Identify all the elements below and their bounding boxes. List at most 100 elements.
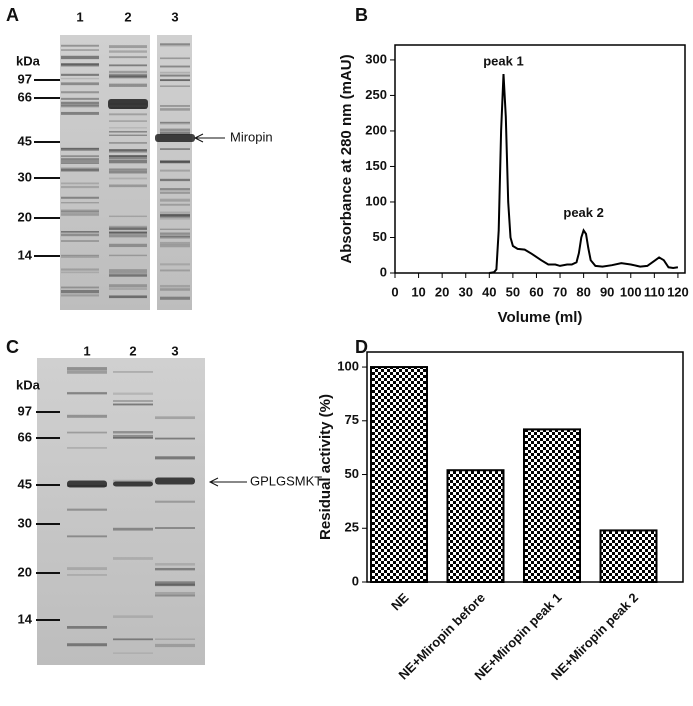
gel-band [61, 214, 99, 217]
gel-band [160, 43, 190, 46]
gel [37, 358, 205, 665]
marker-label: 20 [18, 564, 32, 579]
gel-band [61, 254, 99, 257]
y-tick-label: 100 [337, 358, 359, 373]
gel-band [109, 170, 147, 174]
gel-band [61, 196, 99, 199]
gel-band [160, 121, 190, 124]
annotation: peak 2 [563, 205, 603, 220]
gel-band [61, 159, 99, 163]
bar [446, 469, 505, 584]
gel-band [160, 148, 190, 150]
gel-band [108, 99, 148, 109]
gel-band [160, 284, 190, 288]
gel-band [109, 234, 147, 238]
gel-band [160, 43, 190, 47]
gel-band [160, 244, 190, 248]
y-axis-title: Residual activity (%) [317, 394, 334, 540]
gel-band [61, 209, 99, 211]
gel-band [61, 210, 99, 212]
gel-band [160, 288, 190, 291]
lane-label: 2 [129, 343, 136, 358]
arrow-head [208, 477, 219, 487]
marker-label: 66 [18, 89, 32, 104]
gel-band [109, 274, 147, 277]
gel-band [61, 230, 99, 233]
gel-band [113, 557, 153, 560]
gel-band [61, 97, 99, 100]
gel-band [61, 162, 99, 164]
gel-band [160, 232, 190, 235]
gel-band [155, 594, 195, 597]
annotation: GPLGSMKT [250, 473, 322, 488]
gel-band [160, 199, 190, 202]
gel-band [160, 105, 190, 107]
gel-band [109, 148, 147, 152]
gel-band [155, 477, 195, 485]
y-tick-label: 50 [373, 229, 387, 244]
gel-band [160, 65, 190, 68]
gel-band [61, 157, 99, 160]
gel-band [109, 120, 147, 122]
gel-band [155, 584, 195, 586]
y-tick-label: 200 [365, 122, 387, 137]
y-tick-label: 75 [345, 412, 359, 427]
gel-band [109, 274, 147, 277]
gel-band [155, 583, 195, 587]
gel-band [61, 168, 99, 171]
gel-band [109, 70, 147, 74]
gel-band [155, 581, 195, 585]
gel-band [160, 160, 190, 163]
x-tick-label: 60 [529, 284, 543, 299]
gel-band [113, 431, 153, 434]
x-tick-label: 50 [506, 284, 520, 299]
gel-band [109, 225, 147, 229]
x-tick-label: 10 [411, 284, 425, 299]
panel-label: A [6, 5, 19, 25]
gel-band [160, 213, 190, 218]
marker-label: 20 [18, 209, 32, 224]
gel-band [160, 236, 190, 238]
gel-band [160, 214, 190, 217]
gel-band [160, 203, 190, 206]
annotation: Miropin [230, 129, 273, 144]
gel-band [109, 45, 147, 49]
gel-band [109, 231, 147, 234]
gel-band [160, 121, 190, 125]
y-axis-title: Absorbance at 280 nm (mAU) [338, 54, 355, 263]
gel-band [67, 392, 107, 395]
gel-band [67, 626, 107, 629]
gel [60, 35, 150, 310]
gel-band [109, 184, 147, 188]
gel-band [113, 392, 153, 395]
y-tick-label: 0 [352, 573, 359, 588]
panel-label: D [355, 337, 368, 357]
gel-band [61, 211, 99, 215]
gel-band [67, 535, 107, 538]
gel-band [67, 567, 107, 571]
gel-band [61, 271, 99, 274]
gel-band [109, 295, 147, 299]
gel-band [113, 638, 153, 641]
x-tick-label: NE [388, 590, 412, 614]
gel-band [160, 169, 190, 172]
gel-band [109, 50, 147, 53]
gel-band [155, 500, 195, 503]
gel-band [113, 404, 153, 406]
annotation: peak 1 [483, 53, 523, 68]
gel-band [61, 169, 99, 172]
gel-band [113, 400, 153, 402]
lane-label: 3 [171, 343, 178, 358]
gel-band [109, 56, 147, 59]
x-tick-label: 40 [482, 284, 496, 299]
x-tick-label: 20 [435, 284, 449, 299]
gel-band [67, 508, 107, 511]
gel-band [109, 227, 147, 231]
panel-label: C [6, 337, 19, 357]
gel-band [160, 128, 190, 131]
x-tick-label: 70 [553, 284, 567, 299]
gel-band [67, 370, 107, 374]
lane-label: 1 [76, 9, 83, 24]
marker-label: 97 [18, 403, 32, 418]
x-tick-label: 30 [458, 284, 472, 299]
